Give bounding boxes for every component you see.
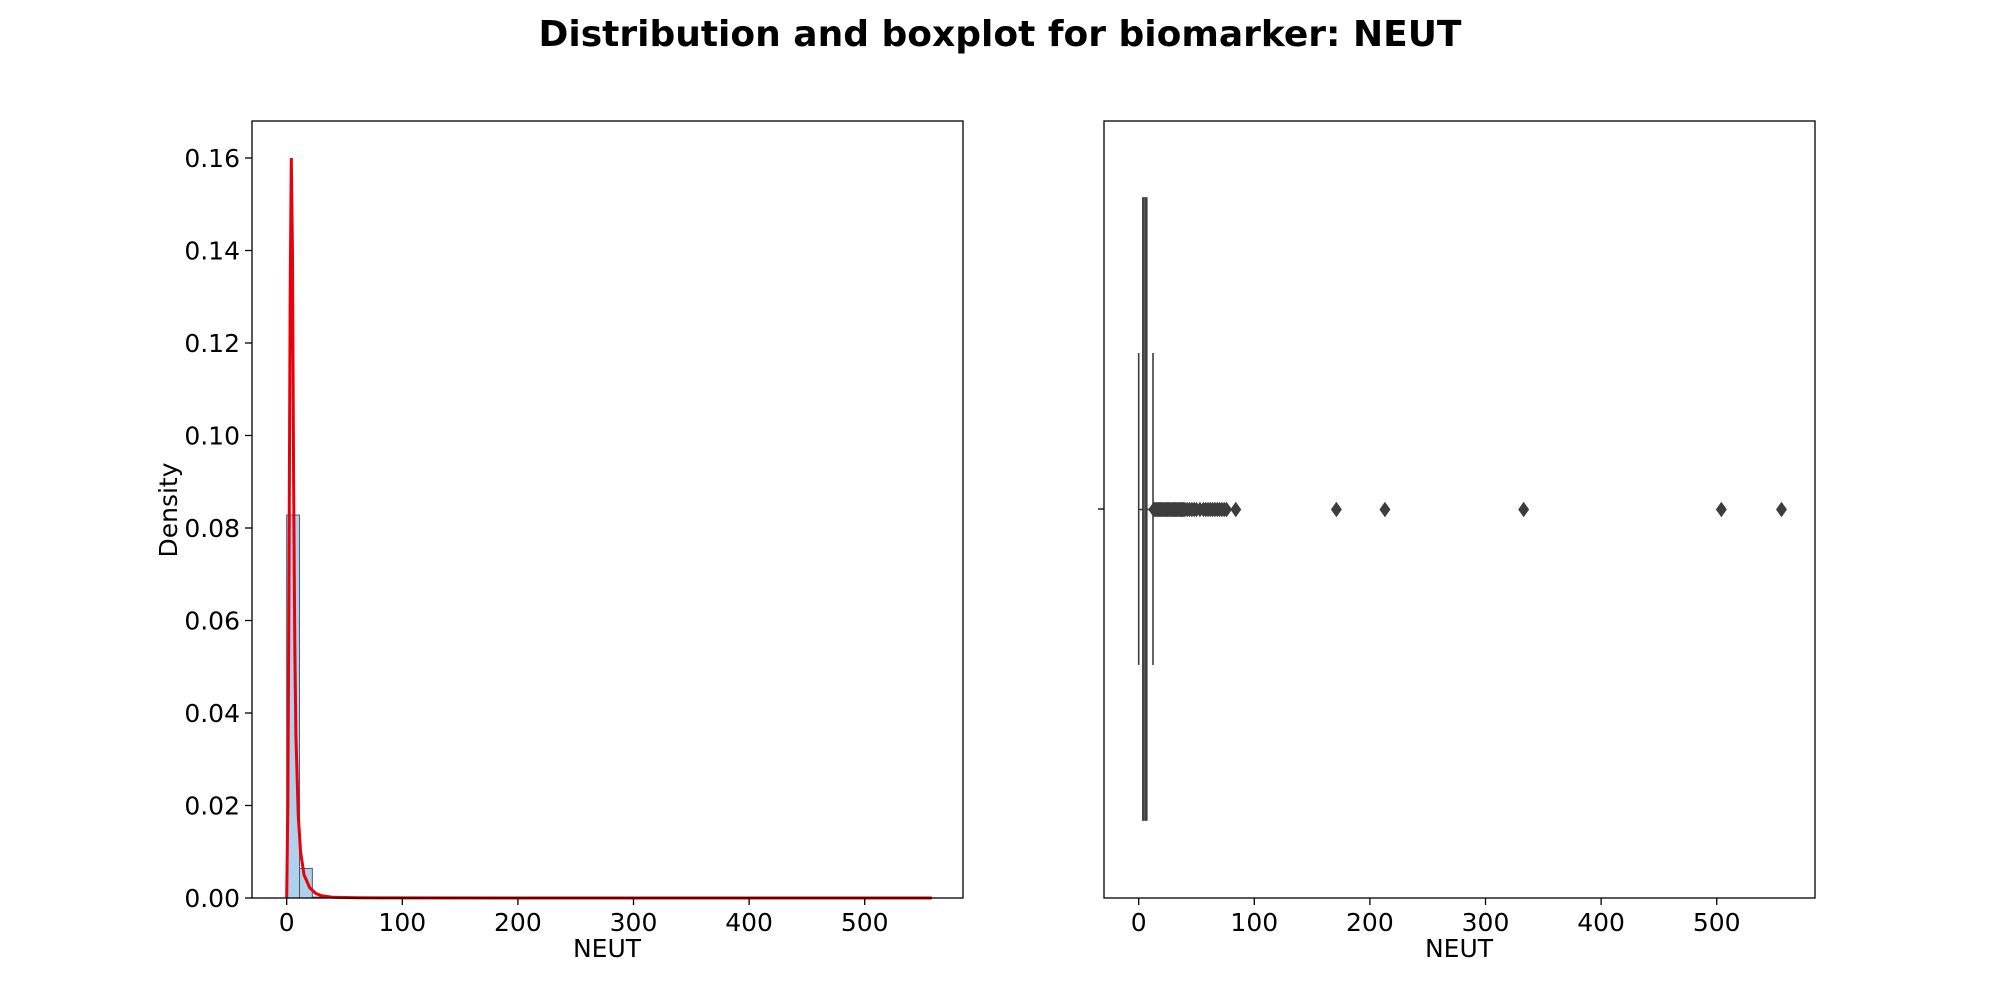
histogram-y-tick-label: 0.16 [184, 144, 240, 173]
boxplot-outlier [1221, 501, 1233, 518]
histogram-y-tick-label: 0.12 [184, 329, 240, 358]
histogram-bar [299, 867, 313, 899]
boxplot-x-tick-label: 400 [1577, 908, 1625, 937]
histogram-x-tick-label: 300 [610, 908, 658, 937]
histogram-x-ticks: 0 100 200 300 400 500 [279, 898, 889, 937]
figure-title: Distribution and boxplot for biomarker: … [538, 14, 1462, 55]
boxplot-outlier [1379, 501, 1391, 518]
kde-curve [285, 157, 932, 900]
histogram-y-tick-label: 0.14 [184, 237, 240, 266]
histogram-y-tick-label: 0.06 [184, 607, 240, 636]
histogram-y-tick-label: 0.10 [184, 422, 240, 451]
boxplot-x-ticks: 0 100 200 300 400 500 [1131, 898, 1741, 937]
histogram-x-tick-label: 400 [725, 908, 773, 937]
histogram-x-tick-label: 100 [378, 908, 426, 937]
boxplot-panel: 0 100 200 300 400 500 NEUT [1098, 120, 1816, 963]
boxplot-outlier [1230, 501, 1242, 518]
histogram-y-axis-label: Density [154, 462, 183, 557]
histogram-y-tick-label: 0.08 [184, 514, 240, 543]
histogram-x-tick-label: 500 [841, 908, 889, 937]
boxplot-outlier [1330, 501, 1342, 518]
boxplot-x-tick-label: 500 [1693, 908, 1741, 937]
boxplot-x-tick-label: 300 [1462, 908, 1510, 937]
histogram-x-tick-label: 200 [494, 908, 542, 937]
histogram-y-tick-label: 0.00 [184, 884, 240, 913]
histogram-y-tick-label: 0.02 [184, 792, 240, 821]
boxplot-x-tick-label: 0 [1131, 908, 1147, 937]
histogram-x-tick-label: 0 [279, 908, 295, 937]
histogram-panel: 0.00 0.02 0.04 0.06 0.08 0.10 0.12 0.14 0.16 0 10… [154, 120, 964, 963]
boxplot-x-tick-label: 200 [1346, 908, 1394, 937]
boxplot-outlier [1518, 501, 1530, 518]
boxplot-outliers [1148, 501, 1787, 518]
boxplot-x-axis-label: NEUT [1425, 934, 1494, 963]
histogram-y-tick-label: 0.04 [184, 699, 240, 728]
histogram-axes-frame [251, 120, 964, 899]
boxplot-outlier [1775, 501, 1787, 518]
histogram-y-ticks: 0.00 0.02 0.04 0.06 0.08 0.10 0.12 0.14 0.16 [184, 144, 252, 913]
histogram-x-axis-label: NEUT [573, 934, 642, 963]
boxplot-x-tick-label: 100 [1230, 908, 1278, 937]
boxplot-outlier [1715, 501, 1727, 518]
